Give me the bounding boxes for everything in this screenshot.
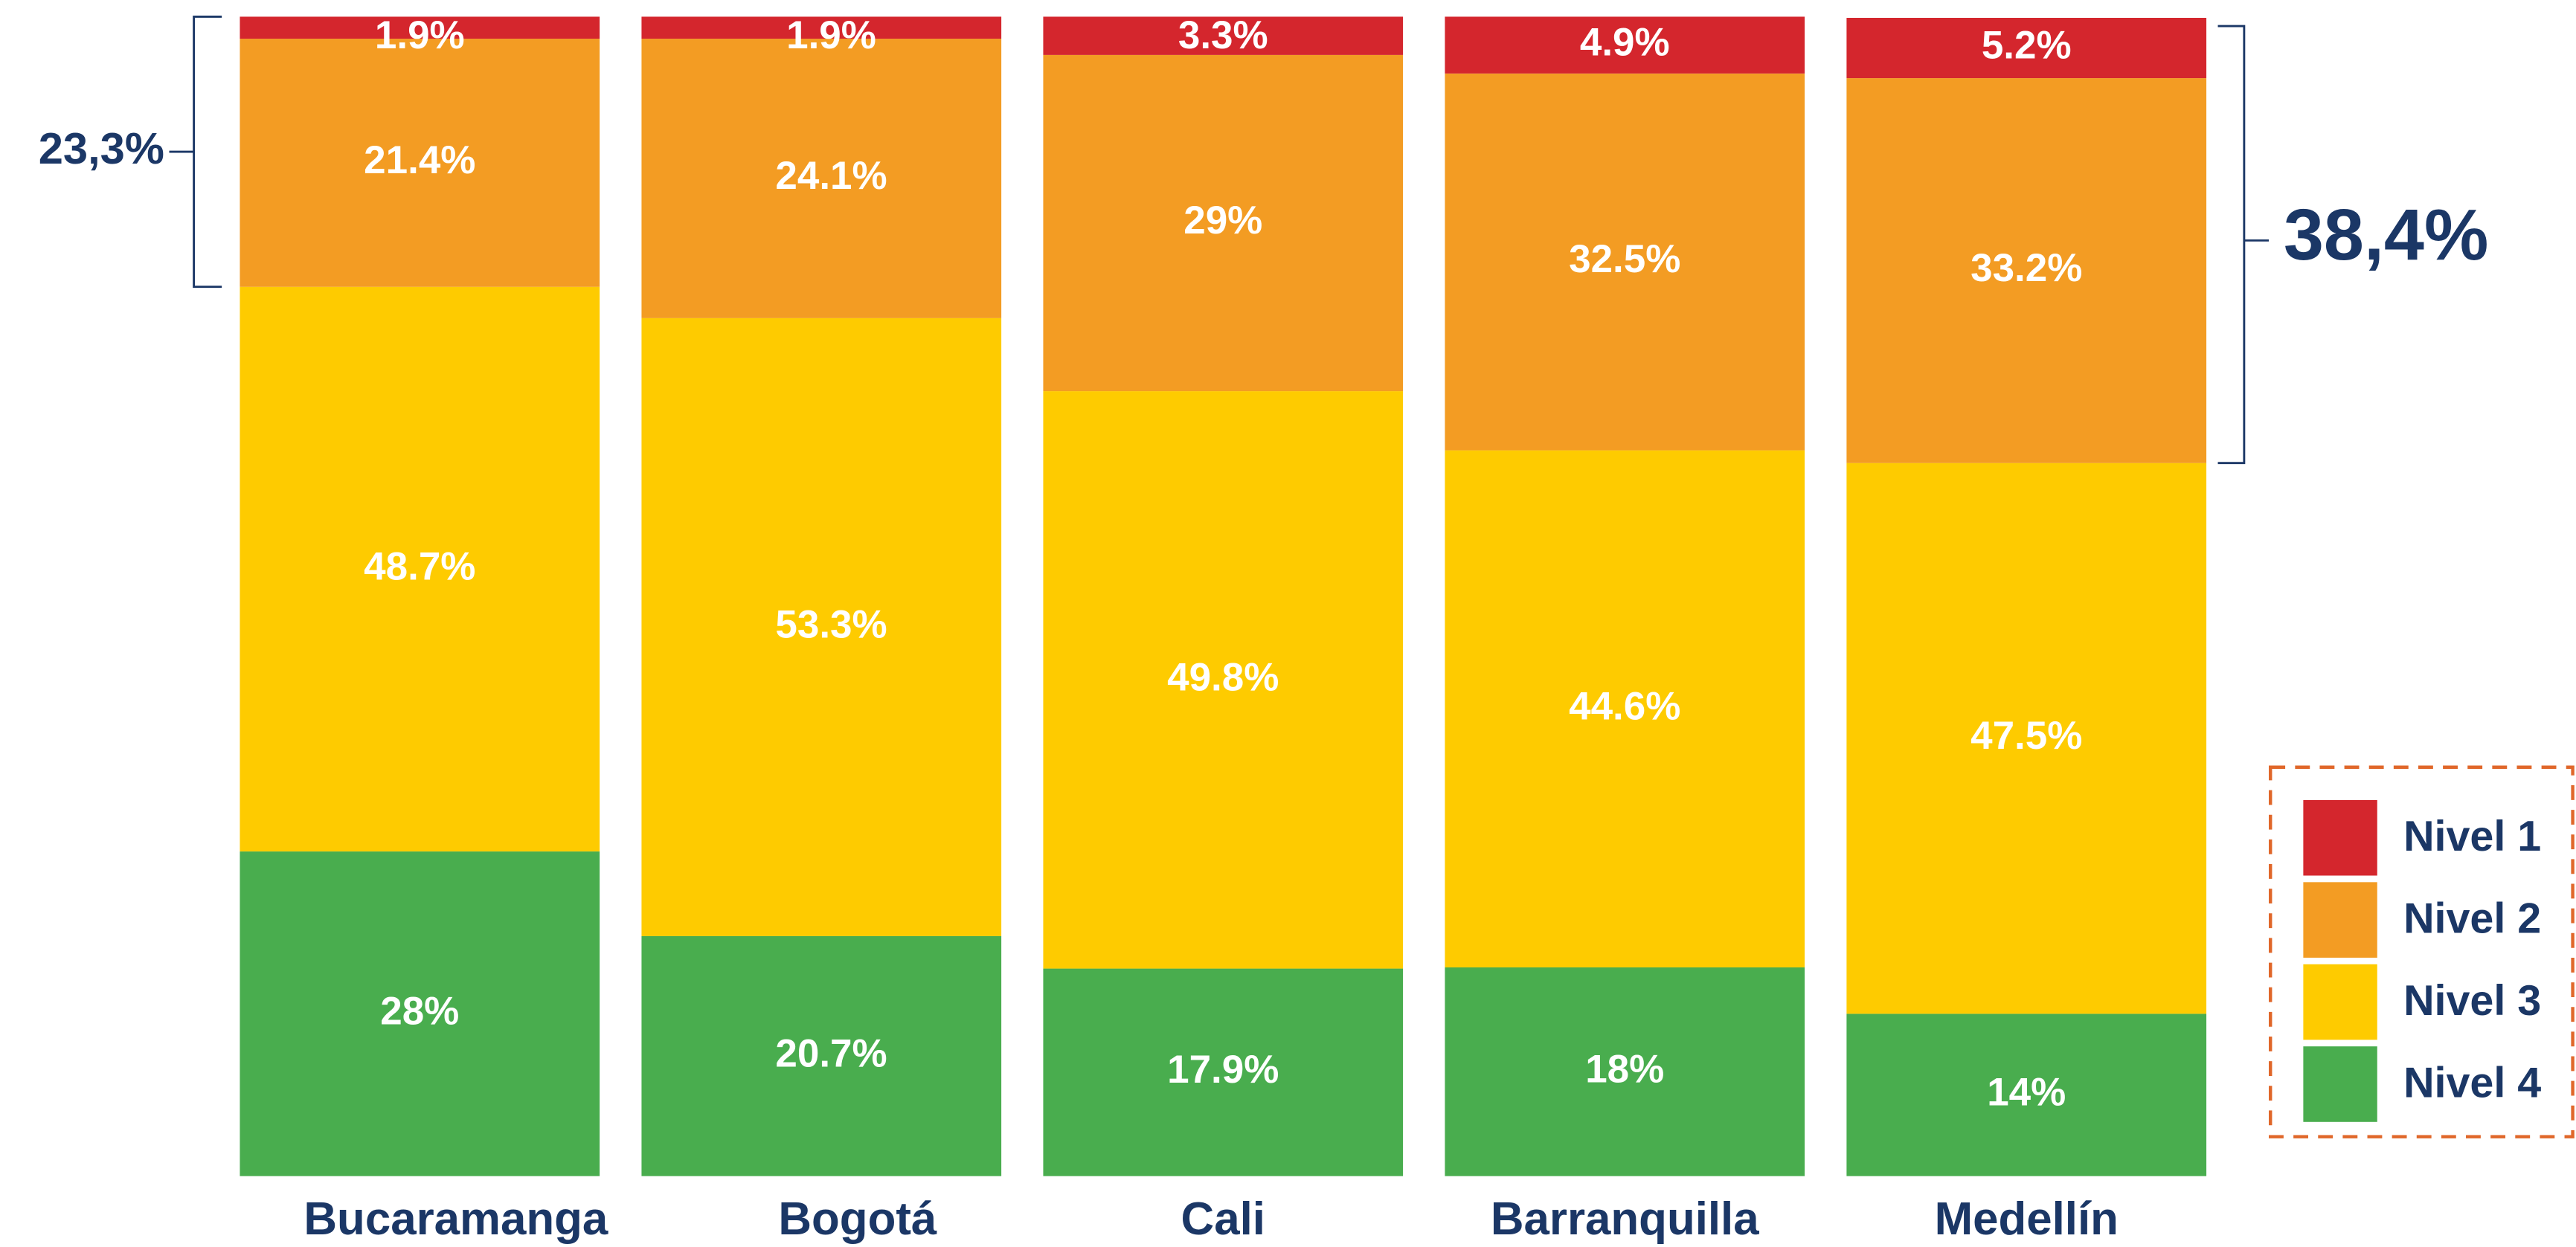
x-tick-label: Cali [1181,1193,1265,1245]
data-label: 17.9% [1167,1048,1279,1092]
bar-segment [1043,968,1404,1176]
legend-swatch [2303,964,2377,1040]
bar-segment [1445,967,1805,1176]
bar-segment [641,935,1002,1176]
legend-swatch [2303,882,2377,958]
legend-swatch [2303,1046,2377,1122]
data-label: 49.8% [1167,655,1279,699]
bar-segment [1846,463,2207,1014]
bar-segment [1846,1014,2207,1176]
bar-segment [1846,78,2207,463]
bar-segment [1846,18,2207,79]
data-label: 14% [1987,1071,2066,1115]
bar-segment [240,851,600,1176]
annotation: 23,3% [39,123,164,173]
bar-segment [1043,16,1404,55]
x-tick-label: Bucaramanga [303,1193,608,1245]
data-label: 20.7% [775,1031,887,1075]
data-label: 44.6% [1569,684,1680,728]
bar-segment [240,286,600,852]
legend-box [2269,765,2575,1138]
x-tick-label: Medellín [1935,1193,2119,1245]
data-label: 53.3% [775,602,887,646]
legend-swatch [2303,799,2377,876]
annotation: 38,4% [2284,194,2488,275]
bar-segment [1445,73,1805,451]
data-label: 32.5% [1569,237,1680,281]
bar-segment [1445,16,1805,74]
data-label: 3.3% [1178,13,1268,57]
x-tick-label: Bogotá [778,1193,937,1245]
data-label: 29% [1183,199,1262,242]
data-label: 18% [1585,1047,1664,1091]
data-label: 28% [380,989,459,1033]
bar-segment [240,16,600,39]
bar-segment [641,318,1002,936]
bar-segment [240,39,600,287]
data-label: 47.5% [1970,714,2082,758]
data-label: 1.9% [786,13,876,57]
legend-label: Nivel 1 [2403,813,2541,860]
bracket [2217,25,2270,465]
legend-label: Nivel 2 [2403,895,2541,943]
data-label: 24.1% [775,154,887,198]
bracket [169,16,222,289]
legend-label: Nivel 4 [2403,1059,2541,1106]
bar-segment [1043,54,1404,392]
data-label: 4.9% [1580,21,1670,65]
bar-segment [1043,391,1404,969]
bar-segment [1445,450,1805,968]
data-label: 5.2% [1982,24,2072,68]
legend-label: Nivel 3 [2403,977,2541,1025]
bar-segment [641,39,1002,318]
data-label: 21.4% [364,138,475,182]
x-tick-label: Barranquilla [1491,1193,1759,1245]
data-label: 48.7% [364,544,475,588]
data-label: 1.9% [375,13,465,57]
bar-segment [641,16,1002,39]
data-label: 33.2% [1970,246,2082,290]
